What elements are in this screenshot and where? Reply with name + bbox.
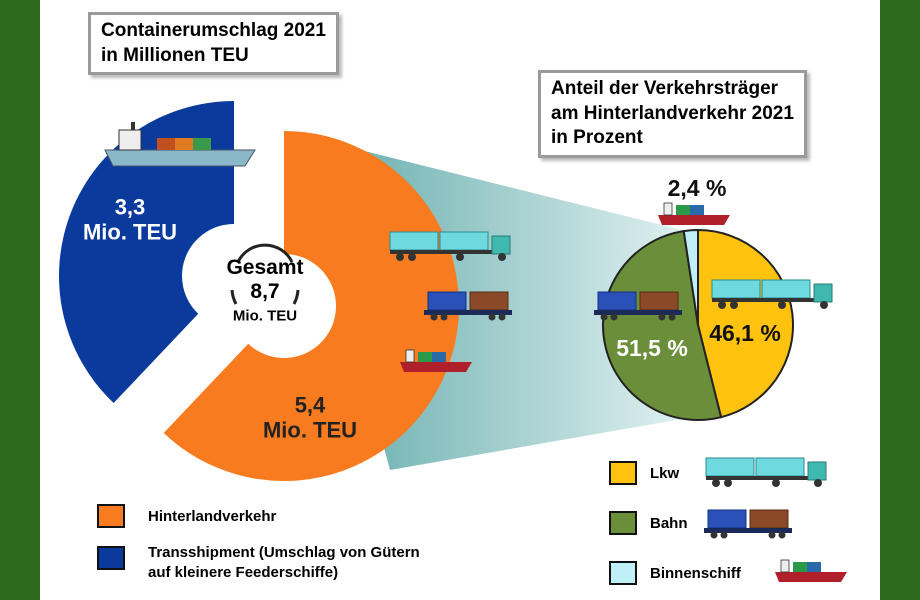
legend-label: Hinterlandverkehr: [148, 508, 277, 525]
donut-segment: [58, 100, 235, 404]
legend-label: Binnenschiff: [650, 565, 741, 582]
value-label: 2,4 %: [667, 174, 727, 201]
center-unit: Mio. TEU: [232, 307, 298, 325]
pie-slice: [682, 228, 699, 326]
center-label: Gesamt: [226, 255, 304, 279]
legend-swatch: [609, 561, 637, 585]
pie-slice: [602, 229, 723, 421]
donut-segment: [163, 131, 459, 481]
value-label: 51,5 %: [616, 334, 688, 361]
pie-slice: [697, 228, 794, 419]
legend-label: Bahn: [650, 515, 688, 532]
legend-swatch: [609, 511, 637, 535]
legend-label: Transshipment (Umschlag von Gütern auf k…: [148, 544, 420, 581]
legend-swatch: [97, 504, 125, 528]
chart-title: Anteil der Verkehrsträger am Hinterlandv…: [538, 70, 807, 159]
legend-label: Lkw: [650, 465, 680, 482]
value-label: 46,1 %: [709, 319, 781, 346]
ship-icon: [104, 122, 256, 167]
chart-title: Containerumschlag 2021 in Millionen TEU: [88, 12, 339, 76]
value-label: 5,4 Mio. TEU: [262, 392, 358, 443]
center-bracket: [230, 243, 300, 305]
legend-swatch: [609, 461, 637, 485]
value-label: 3,3 Mio. TEU: [82, 194, 178, 245]
center-value: 8,7: [250, 279, 280, 303]
legend-swatch: [97, 546, 125, 570]
